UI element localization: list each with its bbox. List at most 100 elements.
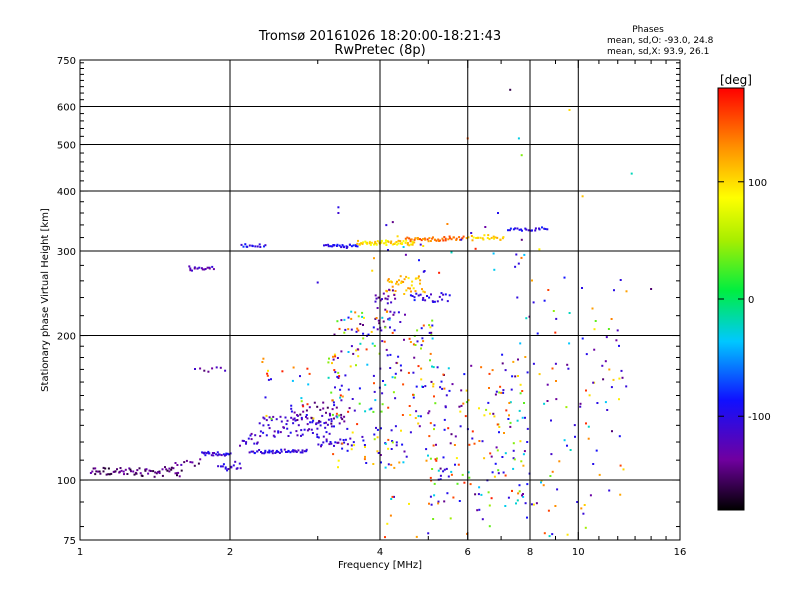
- data-point: [540, 481, 542, 484]
- data-point: [392, 313, 395, 316]
- data-point: [498, 391, 501, 394]
- data-point: [406, 242, 409, 244]
- data-point: [478, 440, 481, 442]
- data-point: [273, 435, 276, 438]
- data-point: [322, 435, 325, 438]
- data-point: [387, 240, 390, 243]
- data-point: [130, 470, 132, 473]
- data-point: [519, 383, 522, 386]
- data-point: [104, 467, 107, 470]
- data-point: [448, 294, 451, 297]
- data-point: [613, 289, 615, 292]
- data-point: [330, 420, 333, 423]
- data-point: [505, 409, 508, 412]
- data-point: [267, 424, 270, 427]
- data-point: [417, 294, 420, 297]
- data-point: [325, 440, 328, 443]
- data-point: [531, 279, 533, 282]
- data-point: [94, 473, 97, 476]
- data-point: [551, 470, 554, 473]
- data-point: [447, 427, 450, 430]
- data-point: [252, 450, 255, 453]
- data-point: [405, 455, 408, 458]
- data-point: [450, 433, 453, 436]
- data-point: [404, 237, 407, 240]
- data-point: [387, 318, 390, 321]
- data-point: [496, 423, 499, 426]
- data-point: [517, 262, 520, 265]
- data-point: [502, 389, 505, 392]
- data-point: [521, 229, 523, 232]
- data-point: [512, 228, 515, 231]
- data-point: [576, 501, 579, 503]
- data-point: [530, 503, 533, 506]
- data-point: [604, 360, 607, 363]
- data-point: [366, 241, 369, 244]
- data-point: [509, 425, 512, 428]
- data-point: [489, 412, 491, 415]
- data-point: [204, 454, 207, 457]
- data-point: [523, 253, 526, 256]
- data-point: [409, 238, 412, 241]
- data-point: [329, 245, 332, 248]
- data-point: [386, 310, 389, 313]
- data-point: [102, 466, 105, 469]
- data-point: [421, 337, 424, 340]
- data-point: [501, 456, 504, 458]
- data-point: [205, 452, 208, 455]
- data-point: [521, 416, 524, 419]
- data-point: [534, 227, 537, 230]
- data-point: [523, 402, 525, 404]
- data-point: [516, 227, 519, 230]
- data-point: [191, 269, 193, 272]
- data-point: [410, 290, 412, 293]
- data-point: [423, 237, 426, 240]
- data-point: [428, 296, 431, 299]
- data-point: [500, 391, 503, 394]
- data-point: [554, 362, 557, 365]
- data-point: [510, 388, 513, 391]
- data-point: [293, 411, 296, 414]
- x-tick-label: 8: [527, 547, 533, 558]
- data-point: [154, 471, 157, 474]
- data-point: [391, 441, 394, 444]
- data-point: [341, 395, 344, 398]
- colorbar-tick-label: 100: [748, 178, 767, 189]
- data-point: [412, 371, 415, 374]
- data-point: [305, 448, 308, 451]
- data-point: [256, 442, 258, 445]
- data-point: [391, 285, 394, 288]
- data-point: [389, 367, 392, 369]
- data-point: [291, 450, 294, 453]
- data-point: [397, 311, 400, 314]
- data-point: [477, 493, 480, 496]
- data-point: [538, 373, 541, 376]
- data-point: [535, 502, 538, 505]
- data-point: [517, 358, 519, 361]
- data-point: [141, 475, 144, 477]
- data-point: [380, 461, 382, 464]
- data-point: [308, 428, 311, 431]
- data-point: [133, 473, 136, 476]
- data-point: [481, 518, 484, 521]
- data-point: [325, 438, 328, 441]
- data-point: [384, 326, 387, 329]
- data-point: [180, 469, 183, 472]
- data-point: [244, 243, 247, 246]
- data-point: [483, 457, 486, 460]
- data-point: [340, 384, 343, 387]
- data-point: [267, 369, 269, 372]
- data-point: [344, 328, 347, 331]
- data-point: [220, 454, 223, 457]
- data-point: [389, 353, 392, 356]
- data-point: [212, 268, 215, 271]
- data-point: [176, 464, 179, 466]
- x-tick-label: 2: [227, 547, 233, 558]
- data-point: [566, 363, 569, 366]
- data-point: [489, 452, 492, 455]
- data-point: [402, 383, 405, 386]
- data-point: [417, 277, 420, 280]
- data-point: [114, 470, 117, 473]
- data-point: [387, 447, 390, 450]
- data-point: [356, 327, 359, 330]
